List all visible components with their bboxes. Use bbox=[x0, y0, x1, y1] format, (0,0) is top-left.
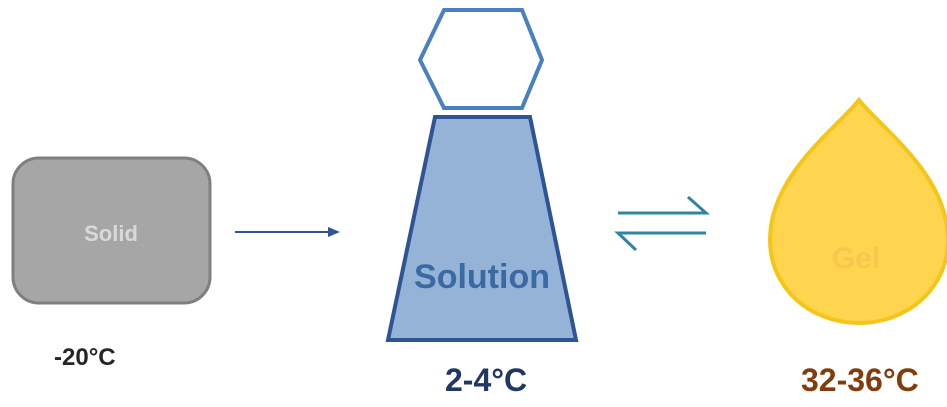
gel-label: Gel bbox=[832, 242, 880, 275]
solid-temperature: -20°C bbox=[54, 344, 116, 371]
solid-block bbox=[11, 156, 212, 305]
gel-droplet bbox=[767, 96, 947, 326]
solution-flask bbox=[385, 115, 579, 342]
solution-temperature: 2-4°C bbox=[445, 362, 528, 398]
equilibrium-arrows bbox=[614, 195, 710, 252]
gel-temperature: 32-36°C bbox=[801, 362, 919, 398]
solid-label: Solid bbox=[84, 221, 138, 246]
solution-label: Solution bbox=[414, 258, 550, 296]
hexagon-cap bbox=[417, 8, 545, 110]
